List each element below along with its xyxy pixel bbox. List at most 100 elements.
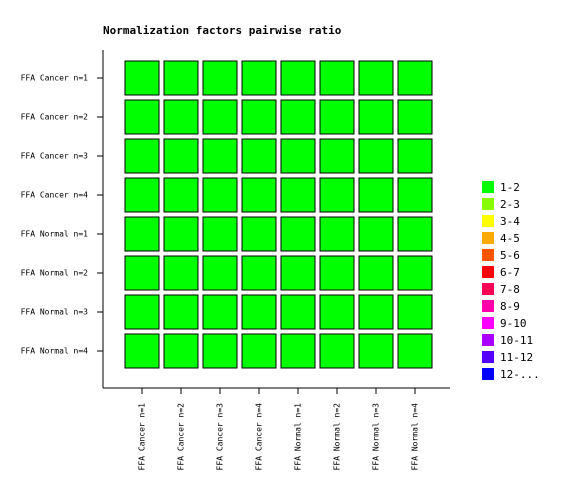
legend-swatch: [482, 368, 494, 380]
legend-label: 5-6: [500, 249, 520, 262]
y-tick-label: FFA Cancer n=3: [21, 152, 89, 161]
heatmap-cell: [397, 333, 433, 369]
legend-label: 7-8: [500, 283, 520, 296]
heatmap-cell: [241, 177, 277, 213]
x-tick-label: FFA Normal n=3: [372, 403, 381, 471]
heatmap-cell: [358, 60, 394, 96]
heatmap-cell: [202, 138, 238, 174]
heatmap-cell: [358, 177, 394, 213]
heatmap-cell: [397, 138, 433, 174]
heatmap-cell: [163, 60, 199, 96]
heatmap-cell: [124, 177, 160, 213]
heatmap-cell: [163, 216, 199, 252]
heatmap-cell: [319, 216, 355, 252]
heatmap-cell: [241, 255, 277, 291]
heatmap-cell: [280, 294, 316, 330]
heatmap-cell: [124, 255, 160, 291]
heatmap-cell: [241, 60, 277, 96]
heatmap-cell: [163, 177, 199, 213]
heatmap-cell: [319, 294, 355, 330]
heatmap-cell: [280, 99, 316, 135]
legend-swatch: [482, 215, 494, 227]
legend-label: 9-10: [500, 317, 527, 330]
legend-swatch: [482, 317, 494, 329]
y-tick-label: FFA Normal n=3: [21, 308, 89, 317]
heatmap-cell: [163, 333, 199, 369]
heatmap-cell: [319, 99, 355, 135]
legend-label: 10-11: [500, 334, 533, 347]
y-tick-label: FFA Cancer n=1: [21, 74, 89, 83]
heatmap-cell: [124, 99, 160, 135]
heatmap-cell: [241, 294, 277, 330]
x-tick-label: FFA Cancer n=2: [177, 403, 186, 471]
x-tick-label: FFA Normal n=4: [411, 403, 420, 471]
heatmap-cell: [358, 255, 394, 291]
heatmap-cell: [280, 333, 316, 369]
heatmap-cell: [241, 333, 277, 369]
y-tick-label: FFA Cancer n=4: [21, 191, 89, 200]
heatmap-cell: [397, 99, 433, 135]
heatmap-cell: [241, 138, 277, 174]
heatmap-cell: [319, 60, 355, 96]
heatmap-cell: [202, 216, 238, 252]
legend-label: 8-9: [500, 300, 520, 313]
y-tick-label: FFA Normal n=4: [21, 347, 89, 356]
legend-label: 4-5: [500, 232, 520, 245]
legend-label: 11-12: [500, 351, 533, 364]
x-tick-label: FFA Normal n=2: [333, 403, 342, 471]
heatmap-cell: [280, 216, 316, 252]
x-tick-label: FFA Cancer n=4: [255, 403, 264, 471]
heatmap-cell: [397, 294, 433, 330]
heatmap-cell: [280, 177, 316, 213]
legend-label: 1-2: [500, 181, 520, 194]
heatmap-cell: [124, 333, 160, 369]
chart-title: Normalization factors pairwise ratio: [103, 24, 342, 37]
heatmap-cell: [124, 294, 160, 330]
heatmap-cell: [202, 255, 238, 291]
heatmap-cell: [319, 177, 355, 213]
heatmap-cell: [280, 138, 316, 174]
heatmap-cell: [163, 255, 199, 291]
heatmap-cell: [202, 60, 238, 96]
legend-swatch: [482, 181, 494, 193]
heatmap-cell: [358, 294, 394, 330]
heatmap-cell: [124, 138, 160, 174]
legend-label: 2-3: [500, 198, 520, 211]
heatmap-cell: [241, 99, 277, 135]
heatmap-cell: [397, 177, 433, 213]
legend-swatch: [482, 249, 494, 261]
x-tick-label: FFA Cancer n=1: [138, 403, 147, 471]
heatmap-cell: [163, 294, 199, 330]
heatmap-cell: [202, 99, 238, 135]
heatmap-cell: [280, 60, 316, 96]
legend-swatch: [482, 283, 494, 295]
heatmap-cell: [358, 216, 394, 252]
heatmap-cell: [124, 60, 160, 96]
heatmap-cell: [202, 333, 238, 369]
heatmap-cell: [358, 138, 394, 174]
heatmap-cell: [397, 255, 433, 291]
heatmap-cell: [202, 177, 238, 213]
heatmap-cell: [124, 216, 160, 252]
heatmap-cell: [163, 99, 199, 135]
y-tick-label: FFA Cancer n=2: [21, 113, 89, 122]
legend-swatch: [482, 351, 494, 363]
heatmap-cell: [280, 255, 316, 291]
legend-swatch: [482, 232, 494, 244]
legend-label: 3-4: [500, 215, 520, 228]
heatmap-cell: [358, 333, 394, 369]
legend-swatch: [482, 300, 494, 312]
legend-swatch: [482, 334, 494, 346]
heatmap-cell: [319, 255, 355, 291]
x-tick-label: FFA Normal n=1: [294, 403, 303, 471]
legend-swatch: [482, 266, 494, 278]
heatmap-cell: [319, 138, 355, 174]
heatmap-cell: [397, 60, 433, 96]
legend-label: 12-...: [500, 368, 540, 381]
y-tick-label: FFA Normal n=1: [21, 230, 89, 239]
y-tick-label: FFA Normal n=2: [21, 269, 89, 278]
heatmap-cell: [358, 99, 394, 135]
x-tick-label: FFA Cancer n=3: [216, 403, 225, 471]
legend-label: 6-7: [500, 266, 520, 279]
heatmap-cell: [319, 333, 355, 369]
